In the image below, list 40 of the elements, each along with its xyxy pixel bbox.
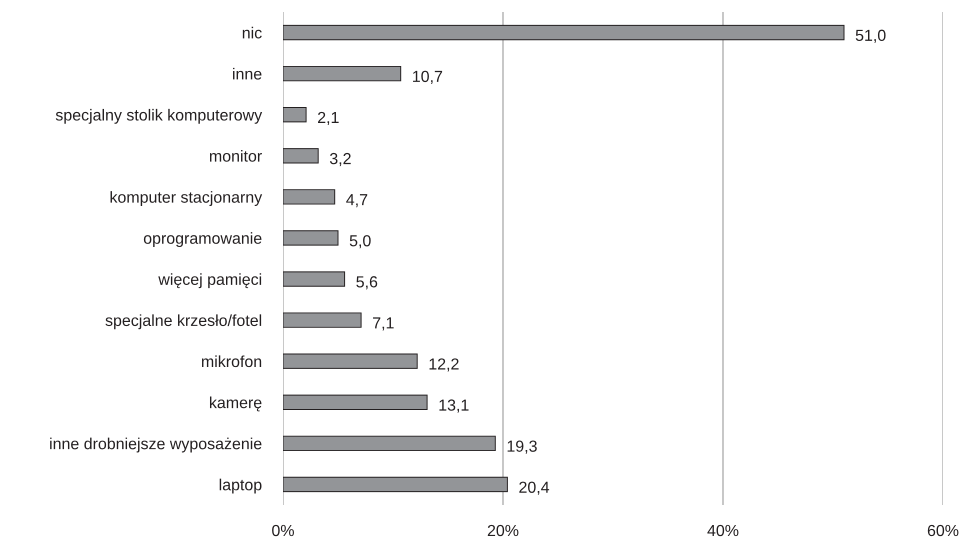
y-tick-label: inne bbox=[233, 68, 262, 80]
data-label: 5,6 bbox=[356, 276, 378, 290]
data-label: 20,4 bbox=[519, 482, 550, 495]
bar bbox=[283, 107, 307, 122]
x-tick-label: 40% bbox=[707, 524, 738, 536]
y-tick-label: specjalne krzesło/fotel bbox=[105, 314, 262, 330]
data-label: 51,0 bbox=[856, 30, 886, 43]
x-tick-label: 60% bbox=[928, 524, 958, 536]
y-tick-label: więcej pamięci bbox=[158, 273, 262, 288]
data-label: 7,1 bbox=[373, 317, 394, 330]
data-label: 2,1 bbox=[318, 112, 339, 126]
bar bbox=[283, 476, 508, 492]
y-tick-label: mikrofon bbox=[202, 355, 262, 368]
data-label: 3,2 bbox=[330, 152, 351, 166]
bar bbox=[283, 66, 402, 82]
bar bbox=[283, 394, 428, 410]
bar bbox=[283, 230, 338, 246]
bar bbox=[283, 312, 362, 328]
data-label: 4,7 bbox=[346, 194, 368, 208]
data-label: 10,7 bbox=[413, 70, 442, 84]
data-label: 12,2 bbox=[430, 358, 459, 372]
bar bbox=[283, 436, 496, 452]
x-tick-label: 20% bbox=[488, 524, 518, 536]
y-tick-label: monitor bbox=[210, 150, 262, 162]
y-tick-label: nic bbox=[242, 26, 262, 38]
y-tick-label: inne drobniejsze wyposażenie bbox=[50, 438, 262, 452]
bar bbox=[283, 271, 346, 287]
data-label: 5,0 bbox=[350, 235, 371, 248]
data-label: 13,1 bbox=[439, 399, 469, 413]
y-tick-label: laptop bbox=[220, 478, 262, 494]
x-tick-label: 0% bbox=[272, 524, 294, 536]
y-tick-label: specjalny stolik komputerowy bbox=[56, 108, 262, 124]
y-tick-label: kamerę bbox=[210, 396, 262, 412]
bar bbox=[283, 24, 844, 40]
bar bbox=[283, 148, 319, 164]
bar bbox=[283, 189, 336, 205]
y-tick-label: komputer stacjonarny bbox=[110, 191, 262, 206]
bar bbox=[283, 354, 418, 369]
y-tick-label: oprogramowanie bbox=[144, 232, 262, 248]
data-label: 19,3 bbox=[508, 440, 537, 454]
